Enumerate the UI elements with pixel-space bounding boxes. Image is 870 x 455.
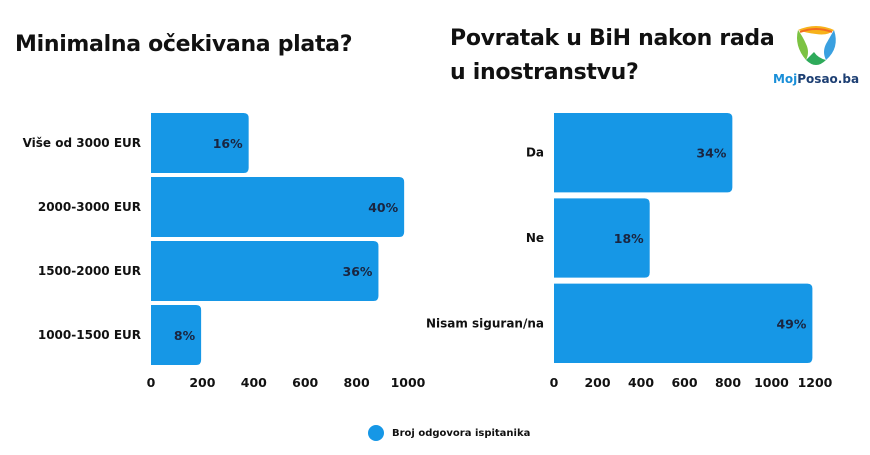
category-label: Nisam siguran/na — [426, 316, 544, 330]
logo-icon — [797, 26, 836, 65]
data-label: 16% — [213, 136, 243, 151]
x-tick-label: 1000 — [754, 375, 789, 390]
bar — [554, 198, 650, 278]
x-tick-label: 200 — [189, 375, 215, 390]
data-label: 49% — [776, 316, 806, 331]
data-label: 8% — [174, 328, 196, 343]
bar — [151, 177, 405, 237]
category-label: Da — [526, 146, 544, 160]
chart-title-salary: Minimalna očekivana plata? — [15, 32, 353, 57]
logo-text: MojPosao.ba — [770, 72, 862, 86]
bar — [151, 305, 202, 365]
x-tick-label: 0 — [550, 375, 559, 390]
data-label: 40% — [368, 200, 398, 215]
x-tick-label: 600 — [671, 375, 697, 390]
category-label: 1000-1500 EUR — [38, 328, 141, 342]
x-tick-label: 600 — [292, 375, 318, 390]
chart-title-return: Povratak u BiH nakon rada u inostranstvu… — [450, 26, 775, 85]
x-tick-label: 0 — [147, 375, 156, 390]
logo-text-moj: Moj — [772, 72, 798, 86]
x-tick-label: 400 — [241, 375, 267, 390]
legend: Broj odgovora ispitanika — [368, 425, 530, 441]
bar — [151, 241, 379, 301]
x-tick-label: 800 — [344, 375, 370, 390]
category-label: 1500-2000 EUR — [38, 264, 141, 278]
mojposao-logo: MojPosao.ba — [770, 22, 862, 92]
category-label: Ne — [526, 231, 544, 245]
x-tick-label: 1200 — [798, 375, 833, 390]
bar — [554, 283, 813, 363]
chart-1: Da 34% Ne 18% Nisam siguran/na 49% 0 200 400 600 8… — [426, 113, 833, 390]
x-tick-label: 400 — [628, 375, 654, 390]
x-tick-label: 1000 — [391, 375, 426, 390]
bar — [151, 113, 249, 173]
category-label: 2000-3000 EUR — [38, 200, 141, 214]
data-label: 18% — [614, 231, 644, 246]
x-tick-label: 800 — [715, 375, 741, 390]
legend-label: Broj odgovora ispitanika — [392, 427, 531, 439]
data-label: 34% — [696, 146, 726, 161]
chart-0: Više od 3000 EUR 16% 2000-3000 EUR 40% 1500-… — [23, 113, 426, 390]
bar — [554, 113, 733, 193]
legend-swatch — [368, 425, 384, 441]
data-label: 36% — [343, 264, 373, 279]
x-tick-label: 200 — [584, 375, 610, 390]
category-label: Više od 3000 EUR — [23, 136, 141, 150]
logo-text-posao: Posao.ba — [797, 72, 860, 86]
